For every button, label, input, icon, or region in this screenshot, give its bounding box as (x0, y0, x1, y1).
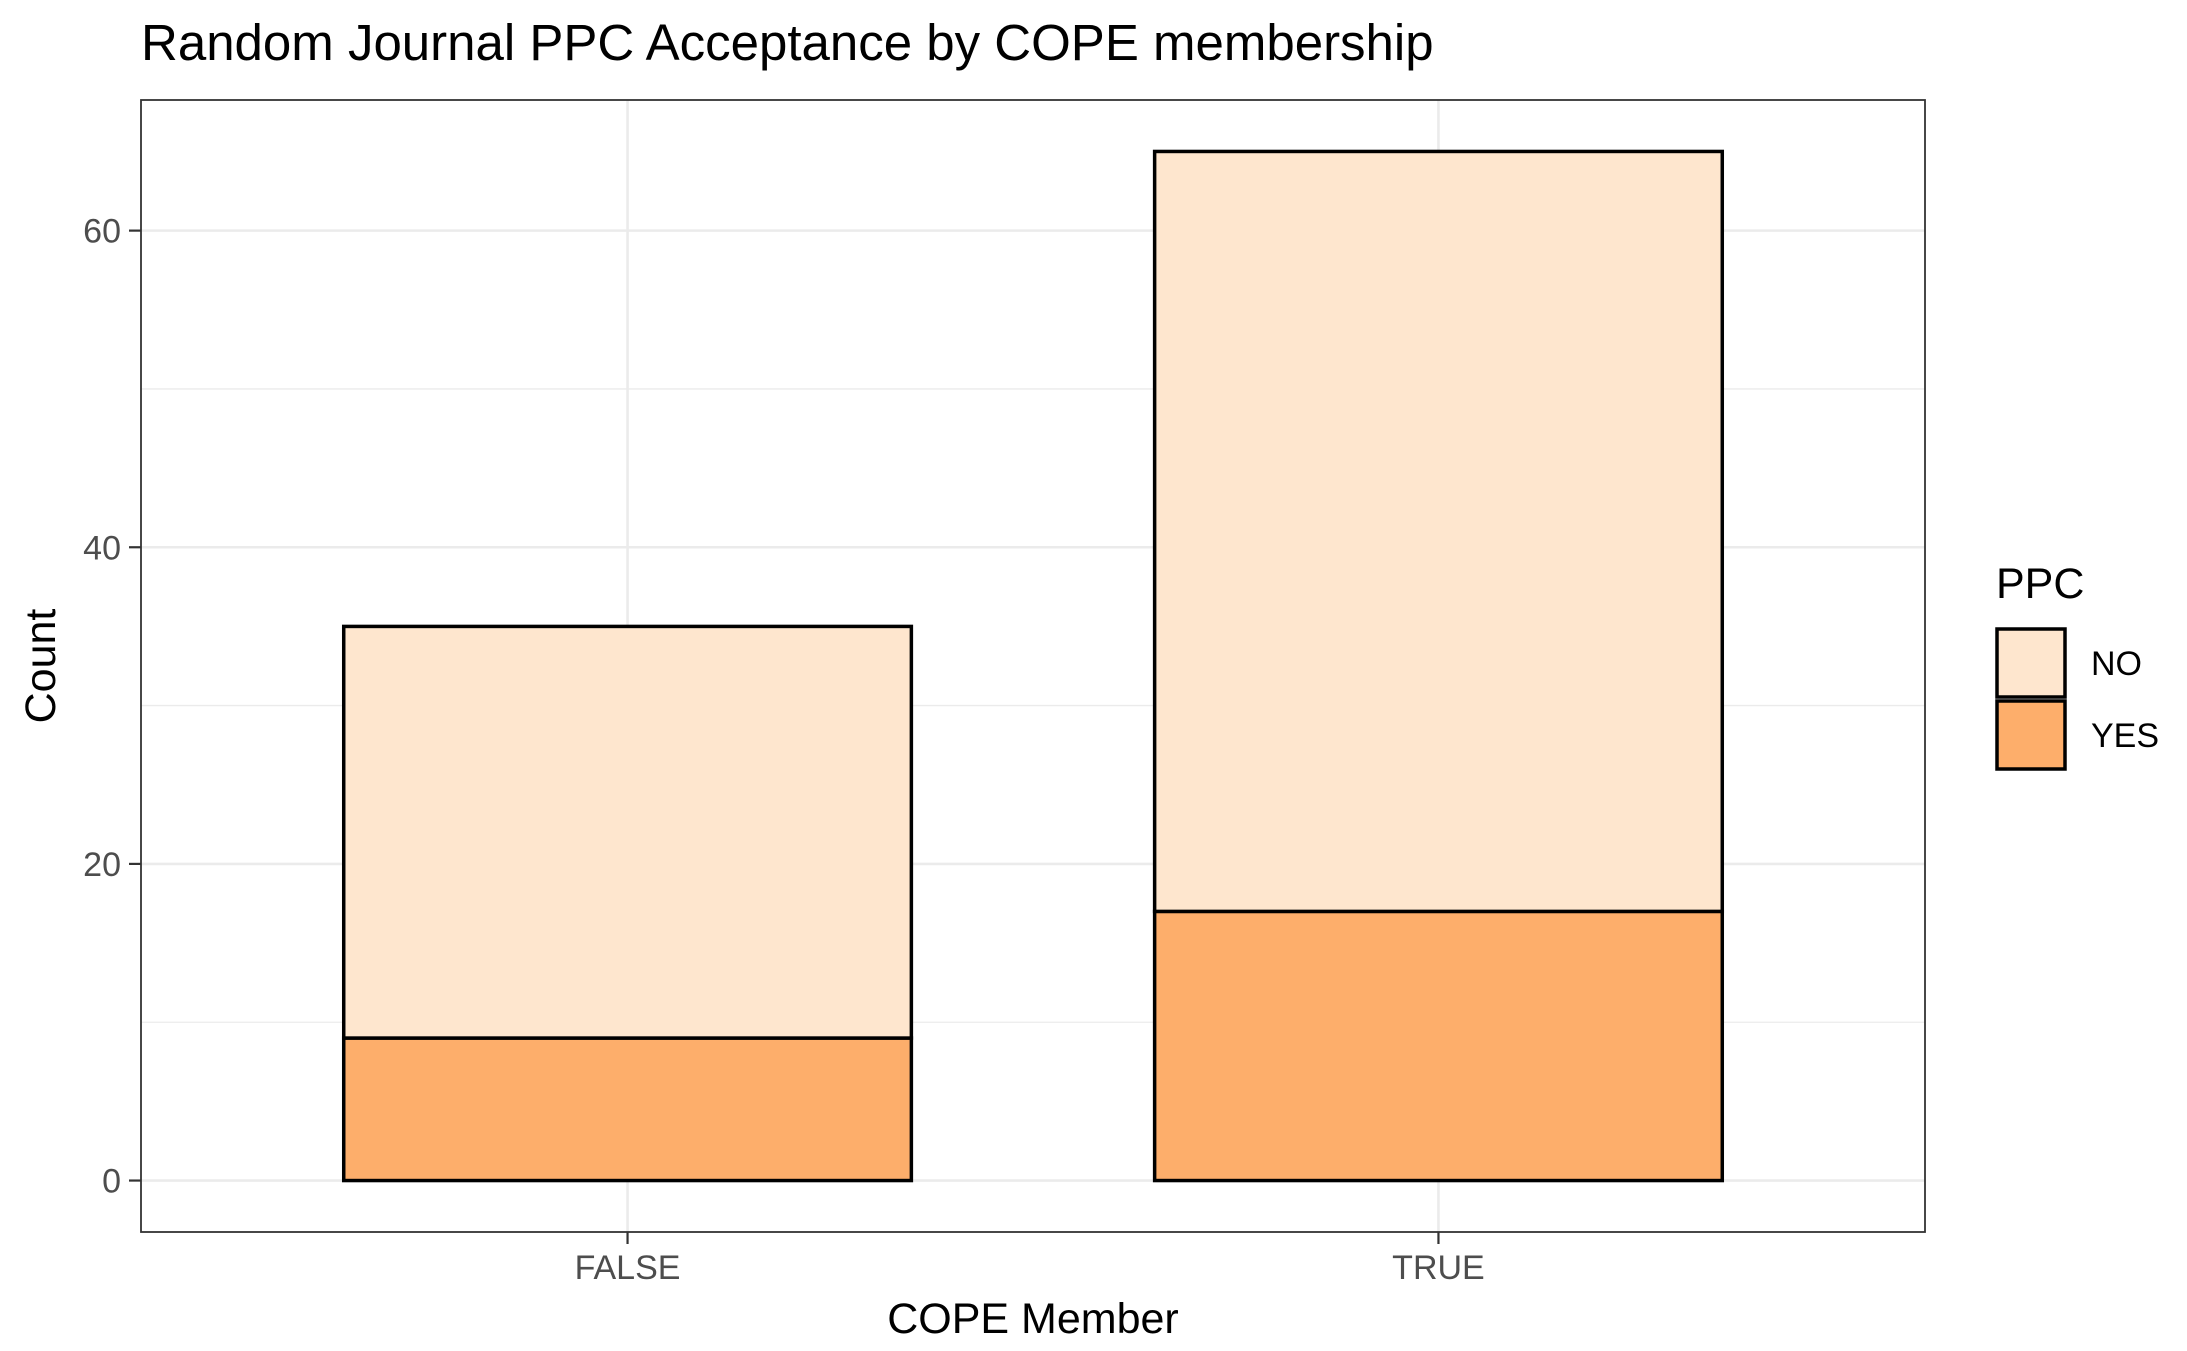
y-tick-label: 20 (83, 846, 121, 884)
x-tick-label: TRUE (1392, 1249, 1485, 1287)
legend-key-no (1995, 627, 2067, 699)
y-tick-label: 0 (102, 1163, 121, 1201)
plot-panel-border (140, 99, 1926, 1233)
y-axis-title: Count (17, 609, 65, 724)
chart-title: Random Journal PPC Acceptance by COPE me… (141, 14, 1434, 71)
x-axis-title: COPE Member (887, 1295, 1179, 1343)
legend-key-yes (1995, 699, 2067, 771)
x-axis: FALSE TRUE (575, 1232, 1485, 1287)
legend-label-yes: YES (2091, 717, 2159, 755)
bar-true-no (1152, 149, 1725, 914)
legend-title: PPC (1996, 560, 2084, 608)
y-axis: 0 20 40 60 (83, 213, 141, 1201)
legend: PPC NO YES (1995, 560, 2159, 771)
y-tick-label: 40 (83, 529, 121, 567)
x-tick-label: FALSE (575, 1249, 681, 1287)
bar-false-no (341, 624, 914, 1040)
bar-true-yes (1152, 909, 1725, 1183)
bar-false-yes (341, 1036, 914, 1183)
legend-label-no: NO (2091, 645, 2142, 683)
bars (341, 149, 1725, 1183)
y-tick-label: 60 (83, 213, 121, 251)
